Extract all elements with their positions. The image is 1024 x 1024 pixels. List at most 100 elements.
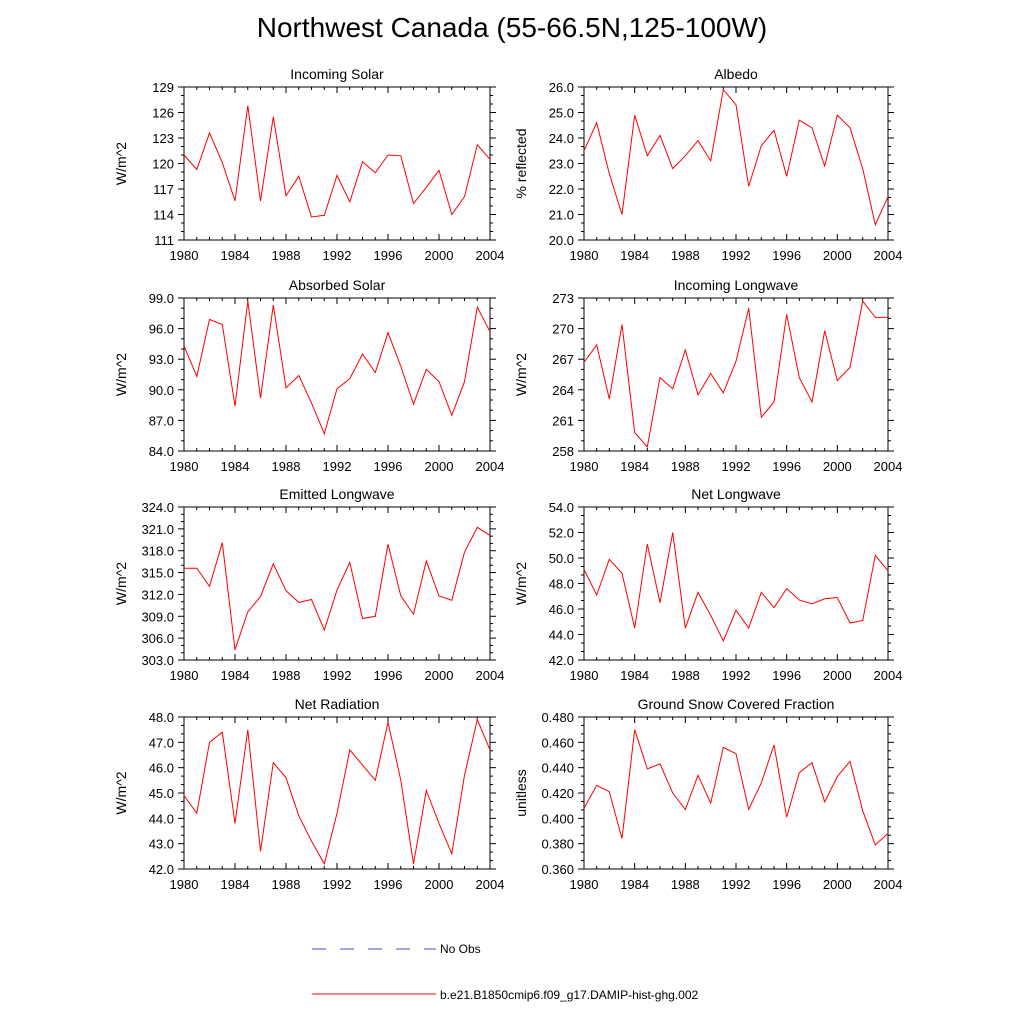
x-tick-label: 1988 (671, 459, 700, 474)
y-tick-label: 123 (152, 131, 174, 146)
y-tick-label: 129 (152, 80, 174, 95)
x-tick-label: 1984 (620, 459, 649, 474)
y-axis-label: W/m^2 (113, 353, 129, 396)
panel-title: Ground Snow Covered Fraction (638, 696, 835, 712)
x-tick-label: 1988 (272, 459, 301, 474)
y-tick-label: 0.420 (541, 786, 574, 801)
series-line (583, 299, 888, 449)
y-tick-label: 20.0 (549, 233, 574, 248)
y-tick-label: 84.0 (149, 444, 174, 459)
x-tick-label: 2000 (425, 459, 454, 474)
y-axis-label: W/m^2 (113, 142, 129, 185)
y-tick-label: 25.0 (549, 106, 574, 121)
x-tick-label: 1988 (272, 877, 301, 892)
y-tick-label: 45.0 (149, 786, 174, 801)
x-tick-label: 1992 (722, 248, 751, 263)
y-tick-label: 93.0 (149, 352, 174, 367)
x-tick-label: 1984 (620, 877, 649, 892)
panel-title: Incoming Longwave (674, 277, 799, 293)
y-tick-label: 99.0 (149, 291, 174, 306)
chart-panel-7: Net Radiation W/m^2 1980 1984 1988 1992 1996 20… (113, 696, 504, 892)
y-tick-label: 261 (552, 413, 574, 428)
series-line (583, 729, 889, 846)
x-tick-label: 1988 (671, 248, 700, 263)
panel-title: Emitted Longwave (279, 486, 394, 502)
y-tick-label: 321.0 (141, 522, 174, 537)
x-tick-label: 1984 (221, 668, 250, 683)
x-tick-label: 2000 (823, 459, 852, 474)
panel-title: Absorbed Solar (289, 277, 386, 293)
y-tick-label: 309.0 (141, 609, 174, 624)
panel-title: Incoming Solar (290, 66, 384, 82)
x-tick-label: 1992 (323, 459, 352, 474)
x-tick-label: 1980 (570, 877, 599, 892)
plot-frame (583, 716, 889, 870)
y-tick-label: 303.0 (141, 653, 174, 668)
x-tick-label: 1992 (323, 877, 352, 892)
y-tick-label: 24.0 (549, 131, 574, 146)
y-tick-label: 54.0 (549, 500, 574, 515)
x-tick-label: 1988 (671, 877, 700, 892)
x-tick-label: 1988 (272, 248, 301, 263)
panel-title: Net Longwave (691, 486, 781, 502)
y-tick-label: 318.0 (141, 544, 174, 559)
x-tick-label: 1992 (722, 459, 751, 474)
x-tick-label: 1984 (221, 877, 250, 892)
chart-panel-3: Absorbed Solar W/m^2 1980 1984 1988 1992 1996 2… (113, 277, 504, 474)
x-tick-label: 1980 (170, 459, 199, 474)
y-tick-label: 315.0 (141, 566, 174, 581)
y-tick-label: 50.0 (549, 551, 574, 566)
x-tick-label: 1992 (323, 248, 352, 263)
y-tick-label: 111 (154, 233, 174, 248)
y-axis-label: unitless (513, 769, 529, 816)
y-tick-label: 114 (153, 208, 174, 223)
y-tick-label: 267 (552, 352, 574, 367)
chart-panel-8: Ground Snow Covered Fraction unitless 1980… (513, 696, 902, 892)
series-line (184, 526, 491, 650)
x-tick-label: 2000 (425, 248, 454, 263)
y-tick-label: 270 (552, 322, 574, 337)
x-tick-label: 1996 (772, 877, 801, 892)
y-tick-label: 0.400 (541, 811, 574, 826)
x-tick-label: 2004 (476, 248, 505, 263)
plot-frame (183, 86, 491, 241)
y-tick-label: 22.0 (549, 182, 574, 197)
plot-frame (183, 716, 491, 870)
series-line (583, 88, 889, 227)
x-tick-label: 2004 (476, 459, 505, 474)
y-tick-label: 48.0 (149, 710, 174, 725)
y-tick-label: 44.0 (149, 811, 174, 826)
x-tick-label: 2000 (425, 877, 454, 892)
x-tick-label: 2000 (823, 877, 852, 892)
x-tick-label: 1996 (772, 248, 801, 263)
x-tick-label: 2004 (476, 668, 505, 683)
x-tick-label: 1984 (620, 248, 649, 263)
y-tick-label: 264 (552, 383, 574, 398)
x-tick-label: 1980 (170, 248, 199, 263)
y-tick-label: 0.480 (541, 710, 574, 725)
legend-no-obs-line (312, 948, 436, 950)
plot-frame (583, 297, 889, 452)
chart-panel-6: Net Longwave W/m^2 1980 1984 1988 1992 1996 200… (513, 486, 902, 683)
series-line (183, 105, 491, 218)
y-tick-label: 258 (552, 444, 574, 459)
y-tick-label: 42.0 (149, 862, 174, 877)
x-tick-label: 1984 (221, 248, 250, 263)
y-tick-label: 26.0 (549, 80, 574, 95)
y-axis-label: W/m^2 (113, 771, 129, 814)
y-tick-label: 0.460 (541, 735, 574, 750)
y-tick-label: 52.0 (549, 526, 574, 541)
y-tick-label: 0.440 (541, 761, 574, 776)
x-tick-label: 2004 (874, 248, 903, 263)
x-tick-label: 1996 (772, 668, 801, 683)
series-line (583, 532, 889, 643)
x-tick-label: 2004 (874, 459, 903, 474)
y-tick-label: 46.0 (149, 761, 174, 776)
x-tick-label: 1984 (620, 668, 649, 683)
chart-panel-5: Emitted Longwave W/m^2 1980 1984 1988 1992 199… (113, 486, 504, 683)
x-tick-label: 1996 (374, 877, 403, 892)
y-tick-label: 306.0 (141, 631, 174, 646)
y-tick-label: 117 (153, 182, 174, 197)
y-tick-label: 87.0 (149, 413, 174, 428)
